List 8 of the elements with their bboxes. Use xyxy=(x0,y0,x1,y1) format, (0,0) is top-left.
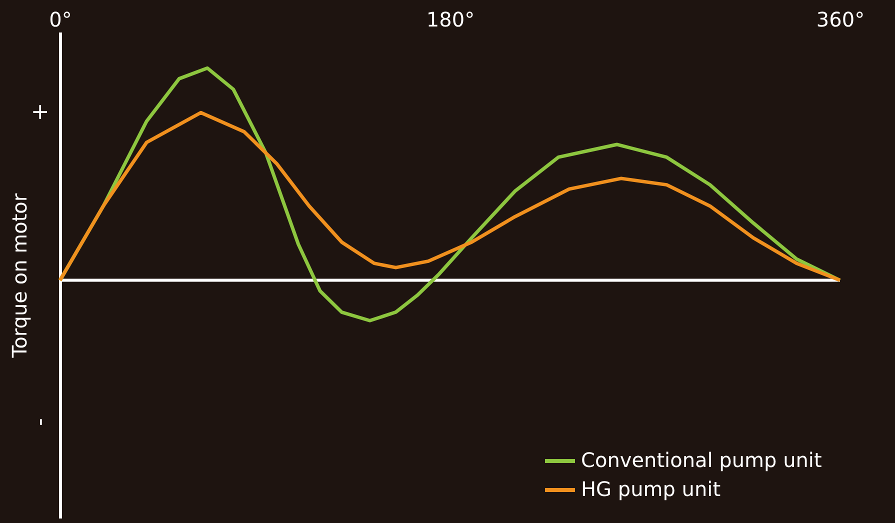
text: + xyxy=(28,102,53,122)
x-tick-label: 360° xyxy=(816,8,865,32)
text: - xyxy=(28,418,53,426)
y-axis-title: Torque on motor xyxy=(8,192,32,359)
x-tick-label: 0° xyxy=(49,8,72,32)
legend-label: HG pump unit xyxy=(581,477,721,501)
legend-label: Conventional pump unit xyxy=(581,448,822,472)
x-tick-label: 180° xyxy=(426,8,475,32)
